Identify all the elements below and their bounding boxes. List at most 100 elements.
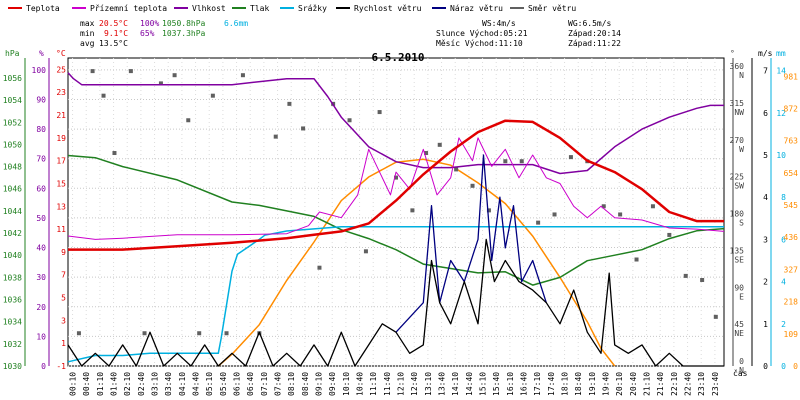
wind-direction-point [172,73,177,78]
wind-direction-point [536,220,541,225]
axis-title-mm: mm [776,49,786,58]
tick-rad: 436 [784,233,799,242]
tick-temp: 3 [61,316,66,325]
tick-time: 20:40 [629,372,638,396]
tick-hpa: 1052 [3,118,22,127]
tick-hpa: 1040 [3,251,22,260]
tick-time: 07:10 [260,372,269,396]
tick-dir: 315 [730,99,745,108]
wind-direction-point [142,331,147,336]
tick-pct: 100 [32,66,47,75]
wind-direction-point [424,151,429,156]
tick-pct: 70 [36,155,46,164]
wind-direction-point [76,331,81,336]
tick-temp: 1 [61,339,66,348]
series-line-teplota [68,119,724,251]
tick-time: 17:10 [533,372,542,396]
tick-hpa: 1050 [3,140,22,149]
tick-time: 08:10 [287,372,296,396]
wind-direction-point [158,81,163,86]
stats-block: max 20.5°C 100% 1050.8hPa 6.6mm min 9.1°… [80,19,248,48]
legend-tlak: Tlak [250,4,269,13]
tick-mm: 4 [781,278,786,287]
wind-direction-point [377,110,382,115]
axis-title-ms: m/s [758,49,773,58]
tick-temp: 13 [56,202,66,211]
wind-direction-point [128,69,133,74]
tick-temp: 23 [56,88,66,97]
wind-direction-point [503,159,508,164]
tick-time: 22:40 [684,372,693,396]
grid [68,58,724,367]
tick-rad: 109 [784,330,799,339]
wind-direction-point [486,208,491,213]
series-layer [67,69,725,367]
tick-hpa: 1044 [3,207,22,216]
tick-ms: 1 [763,320,768,329]
tick-dir: 0 [739,357,744,366]
series-line-slunecni-svit [217,158,616,367]
x-axis-label: čas [733,368,748,378]
stat-min-press: 1037.3hPa [162,29,206,38]
tick-hpa: 1034 [3,318,22,327]
tick-time: 01:10 [96,372,105,396]
axis-title-deg: ° [730,49,735,58]
stat-min-label: min [80,29,95,38]
tick-temp: 17 [56,157,66,166]
wind-direction-point [568,155,573,160]
tick-ms: 2 [763,278,768,287]
tick-ms: 4 [763,193,768,202]
series-line-naraz-vetru [395,154,547,333]
axis-title-pct: % [39,49,44,58]
tick-hpa: 1032 [3,340,22,349]
tick-dir: 225 [730,173,745,182]
tick-temp: 15 [56,179,66,188]
tick-dir-compass: SE [734,255,744,264]
tick-rad: 0 [793,362,798,371]
series-line-prizemni-teplota [67,137,725,240]
tick-dir-compass: SW [734,182,744,191]
stat-avg-label: avg [80,39,95,48]
wind-direction-point [410,208,415,213]
tick-time: 08:40 [301,372,310,396]
wind-direction-point [112,151,117,156]
tick-pct: 30 [36,273,46,282]
tick-mm: 8 [781,193,786,202]
tick-time: 20:10 [615,372,624,396]
tick-hpa: 1036 [3,296,22,305]
tick-time: 12:10 [397,372,406,396]
tick-temp: 21 [56,111,66,120]
stat-max-press: 1050.8hPa [162,19,206,28]
tick-time: 06:40 [246,372,255,396]
tick-time: 05:40 [219,372,228,396]
tick-temp: 9 [61,248,66,257]
tick-temp: -1 [56,362,66,371]
tick-time: 09:40 [328,372,337,396]
tick-dir-compass: N [739,366,744,375]
stat-max-temp: 20.5°C [99,19,128,28]
tick-dir-compass: NE [734,329,744,338]
tick-time: 16:10 [506,372,515,396]
tick-time: 04:10 [178,372,187,396]
legend-vlhkost: Vlhkost [192,4,226,13]
series-line-tlak [67,154,725,286]
tick-dir-compass: NW [734,108,744,117]
tick-time: 13:10 [424,372,433,396]
tick-time: 02:40 [137,372,146,396]
wind-direction-point [287,101,292,106]
tick-rad: 981 [784,72,799,81]
tick-pct: 90 [36,95,46,104]
tick-rad: 218 [784,298,799,307]
tick-dir: 45 [734,320,744,329]
tick-mm: 12 [776,109,786,118]
tick-hpa: 1038 [3,273,22,282]
tick-hpa: 1048 [3,163,22,172]
tick-mm: 0 [781,362,786,371]
legend-prizemni-teplota: Přízemní teplota [90,4,167,13]
wind-direction-point [519,159,524,164]
tick-rad: 654 [784,169,799,178]
tick-rad: 545 [784,201,799,210]
tick-time: 00:10 [69,372,78,396]
series-line-vlhkost [67,72,724,175]
